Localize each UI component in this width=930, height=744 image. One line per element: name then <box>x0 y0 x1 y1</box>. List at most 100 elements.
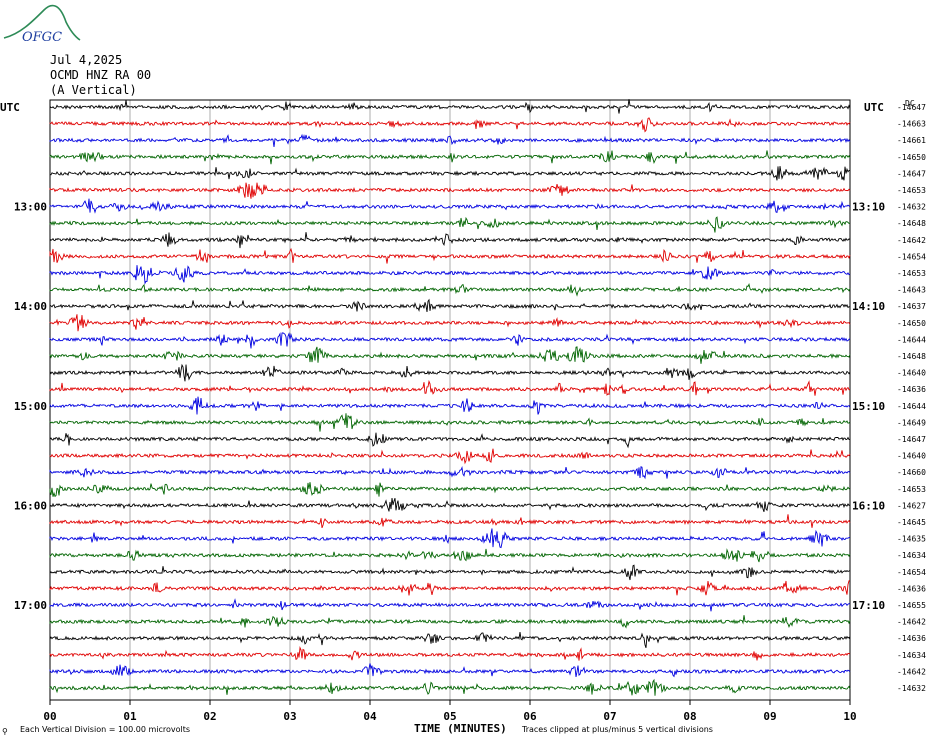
dc-value: -14632 <box>897 684 926 693</box>
trace-line <box>49 150 851 165</box>
x-tick-label: 04 <box>363 710 377 723</box>
x-tick-label: 08 <box>683 710 696 723</box>
left-time-label: 13:00 <box>14 201 47 214</box>
left-time-label: 15:00 <box>14 400 47 413</box>
trace-line <box>49 282 851 297</box>
logo: OFGC <box>3 4 81 45</box>
dc-value: -14637 <box>897 302 926 311</box>
right-time-label: 15:10 <box>852 400 885 413</box>
station-label: OCMD HNZ RA 00 <box>50 68 152 82</box>
trace-line <box>49 332 851 349</box>
dc-values: -14647 -14663 -14661 -14650 -14647 -14653 -146… <box>897 103 926 693</box>
dc-value: -14627 <box>897 501 926 510</box>
dc-value: -14653 <box>897 186 926 195</box>
date-label: Jul 4,2025 <box>50 53 123 67</box>
trace-line <box>49 346 851 364</box>
traces <box>49 99 851 696</box>
trace-line <box>49 678 851 696</box>
left-time-label: 14:00 <box>14 300 47 313</box>
trace-line <box>49 232 851 249</box>
clip-note: Traces clipped at plus/minus 5 vertical … <box>521 725 713 734</box>
trace-line <box>49 298 851 312</box>
left-time-labels: 13:00 14:00 15:00 16:00 17:00 <box>14 201 47 612</box>
trace-line <box>49 363 851 382</box>
trace-line <box>49 514 851 529</box>
trace-line <box>49 247 851 264</box>
dc-value: -14653 <box>897 269 926 278</box>
dc-value: -14635 <box>897 535 926 544</box>
dc-value: -14640 <box>897 369 926 378</box>
x-tick-label: 00 <box>43 710 56 723</box>
trace-line <box>49 528 851 549</box>
x-tick-label: 03 <box>283 710 296 723</box>
dc-value: -14642 <box>897 236 926 245</box>
dc-value: -14653 <box>897 485 926 494</box>
dc-value: -14634 <box>897 651 926 660</box>
dc-value: -14660 <box>897 468 926 477</box>
logo-text: OFGC <box>22 30 62 45</box>
dc-value: -14650 <box>897 319 926 328</box>
dc-value: -14643 <box>897 286 926 295</box>
trace-line <box>49 413 851 432</box>
x-axis-title: TIME (MINUTES) <box>414 722 507 735</box>
trace-line <box>49 265 851 285</box>
dc-value: -14636 <box>897 634 926 643</box>
trace-line <box>49 379 851 396</box>
x-tick-label: 02 <box>203 710 216 723</box>
trace-line <box>49 548 851 563</box>
x-tick-label: 09 <box>763 710 776 723</box>
trace-line <box>49 166 851 181</box>
x-tick-label: 05 <box>443 710 456 723</box>
left-utc-label: UTC <box>0 101 20 114</box>
left-time-label: 16:00 <box>14 499 47 512</box>
x-axis: 00 01 02 03 04 05 06 07 08 09 10 <box>43 700 857 723</box>
trace-line <box>49 564 851 581</box>
x-tick-label: 06 <box>523 710 537 723</box>
dc-value: -14632 <box>897 203 926 212</box>
trace-line <box>49 663 851 678</box>
dc-value: -14645 <box>897 518 926 527</box>
dc-value: -14650 <box>897 153 926 162</box>
trace-line <box>49 598 851 612</box>
dc-value: -14636 <box>897 584 926 593</box>
dc-value: -14634 <box>897 551 926 560</box>
right-time-label: 14:10 <box>852 300 885 313</box>
trace-line <box>49 396 851 415</box>
trace-line <box>49 182 851 199</box>
dc-value: -14663 <box>897 120 926 129</box>
dc-value: -14642 <box>897 618 926 627</box>
trace-line <box>49 632 851 649</box>
dc-value: -14647 <box>897 435 926 444</box>
logo-mountain-icon <box>3 4 81 41</box>
dc-value: -14636 <box>897 385 926 394</box>
vertical-gridlines <box>129 100 771 700</box>
dc-value: -14654 <box>897 568 926 577</box>
trace-line <box>49 216 851 233</box>
dc-value: -14647 <box>897 169 926 178</box>
dc-value: -14654 <box>897 252 926 261</box>
trace-line <box>49 580 851 596</box>
scale-icon: ⚲ <box>2 727 8 736</box>
scale-note: Each Vertical Division = 100.00 microvol… <box>20 725 190 734</box>
trace-line <box>49 482 851 498</box>
x-tick-label: 01 <box>123 710 137 723</box>
component-label: (A Vertical) <box>50 83 137 97</box>
right-time-label: 13:10 <box>852 201 885 214</box>
dc-value: -14648 <box>897 352 926 361</box>
dc-value: -14648 <box>897 219 926 228</box>
trace-line <box>49 117 851 133</box>
right-utc-label: UTC <box>864 101 884 114</box>
left-time-label: 17:00 <box>14 599 47 612</box>
dc-value: -14661 <box>897 136 926 145</box>
trace-line <box>49 432 850 449</box>
x-tick-label: 07 <box>603 710 616 723</box>
dc-value: -14649 <box>897 418 926 427</box>
dc-value: -14647 <box>897 103 926 112</box>
x-tick-label: 10 <box>843 710 856 723</box>
trace-line <box>49 465 851 480</box>
trace-line <box>49 497 851 512</box>
dc-value: -14642 <box>897 667 926 676</box>
trace-line <box>49 99 851 114</box>
right-time-labels: 13:10 14:10 15:10 16:10 17:10 <box>852 201 885 612</box>
